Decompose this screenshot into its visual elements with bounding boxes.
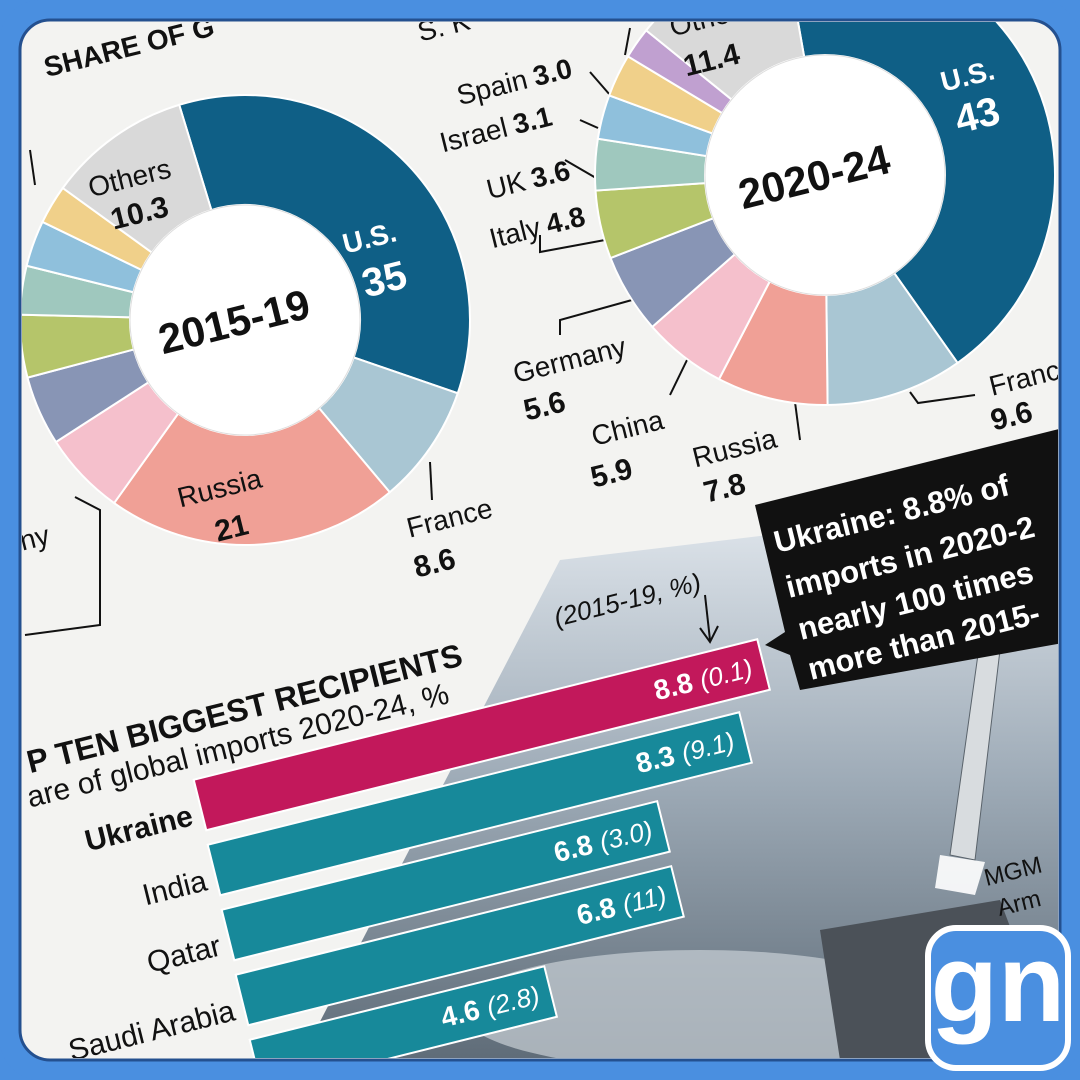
callout-box <box>755 425 1058 690</box>
plume <box>935 855 985 895</box>
slice-value: 43 <box>950 89 1004 142</box>
smoke <box>460 950 940 1058</box>
bar <box>192 638 772 832</box>
bar <box>248 965 559 1058</box>
bar <box>234 864 685 1027</box>
bar-row: 6.8(3.0)Qatar <box>144 799 671 980</box>
bar <box>206 711 754 897</box>
bar-value-group: 6.8(11) <box>574 879 670 931</box>
content: SHARE OF G MGM Arm 2015-19U.S.35France8.… <box>22 22 1058 1058</box>
slice-value: 21 <box>211 508 251 548</box>
logo: gn <box>931 922 1065 1045</box>
bar-row: 4.6(2.8) <box>248 965 559 1058</box>
leader-lines <box>24 27 976 644</box>
logo-badge <box>925 925 1071 1071</box>
slice-value: 35 <box>357 253 411 306</box>
bar <box>220 799 671 962</box>
donut-hole <box>129 204 361 436</box>
bar-row: 8.3(9.1)India <box>139 711 754 912</box>
donut-hole <box>704 54 946 296</box>
